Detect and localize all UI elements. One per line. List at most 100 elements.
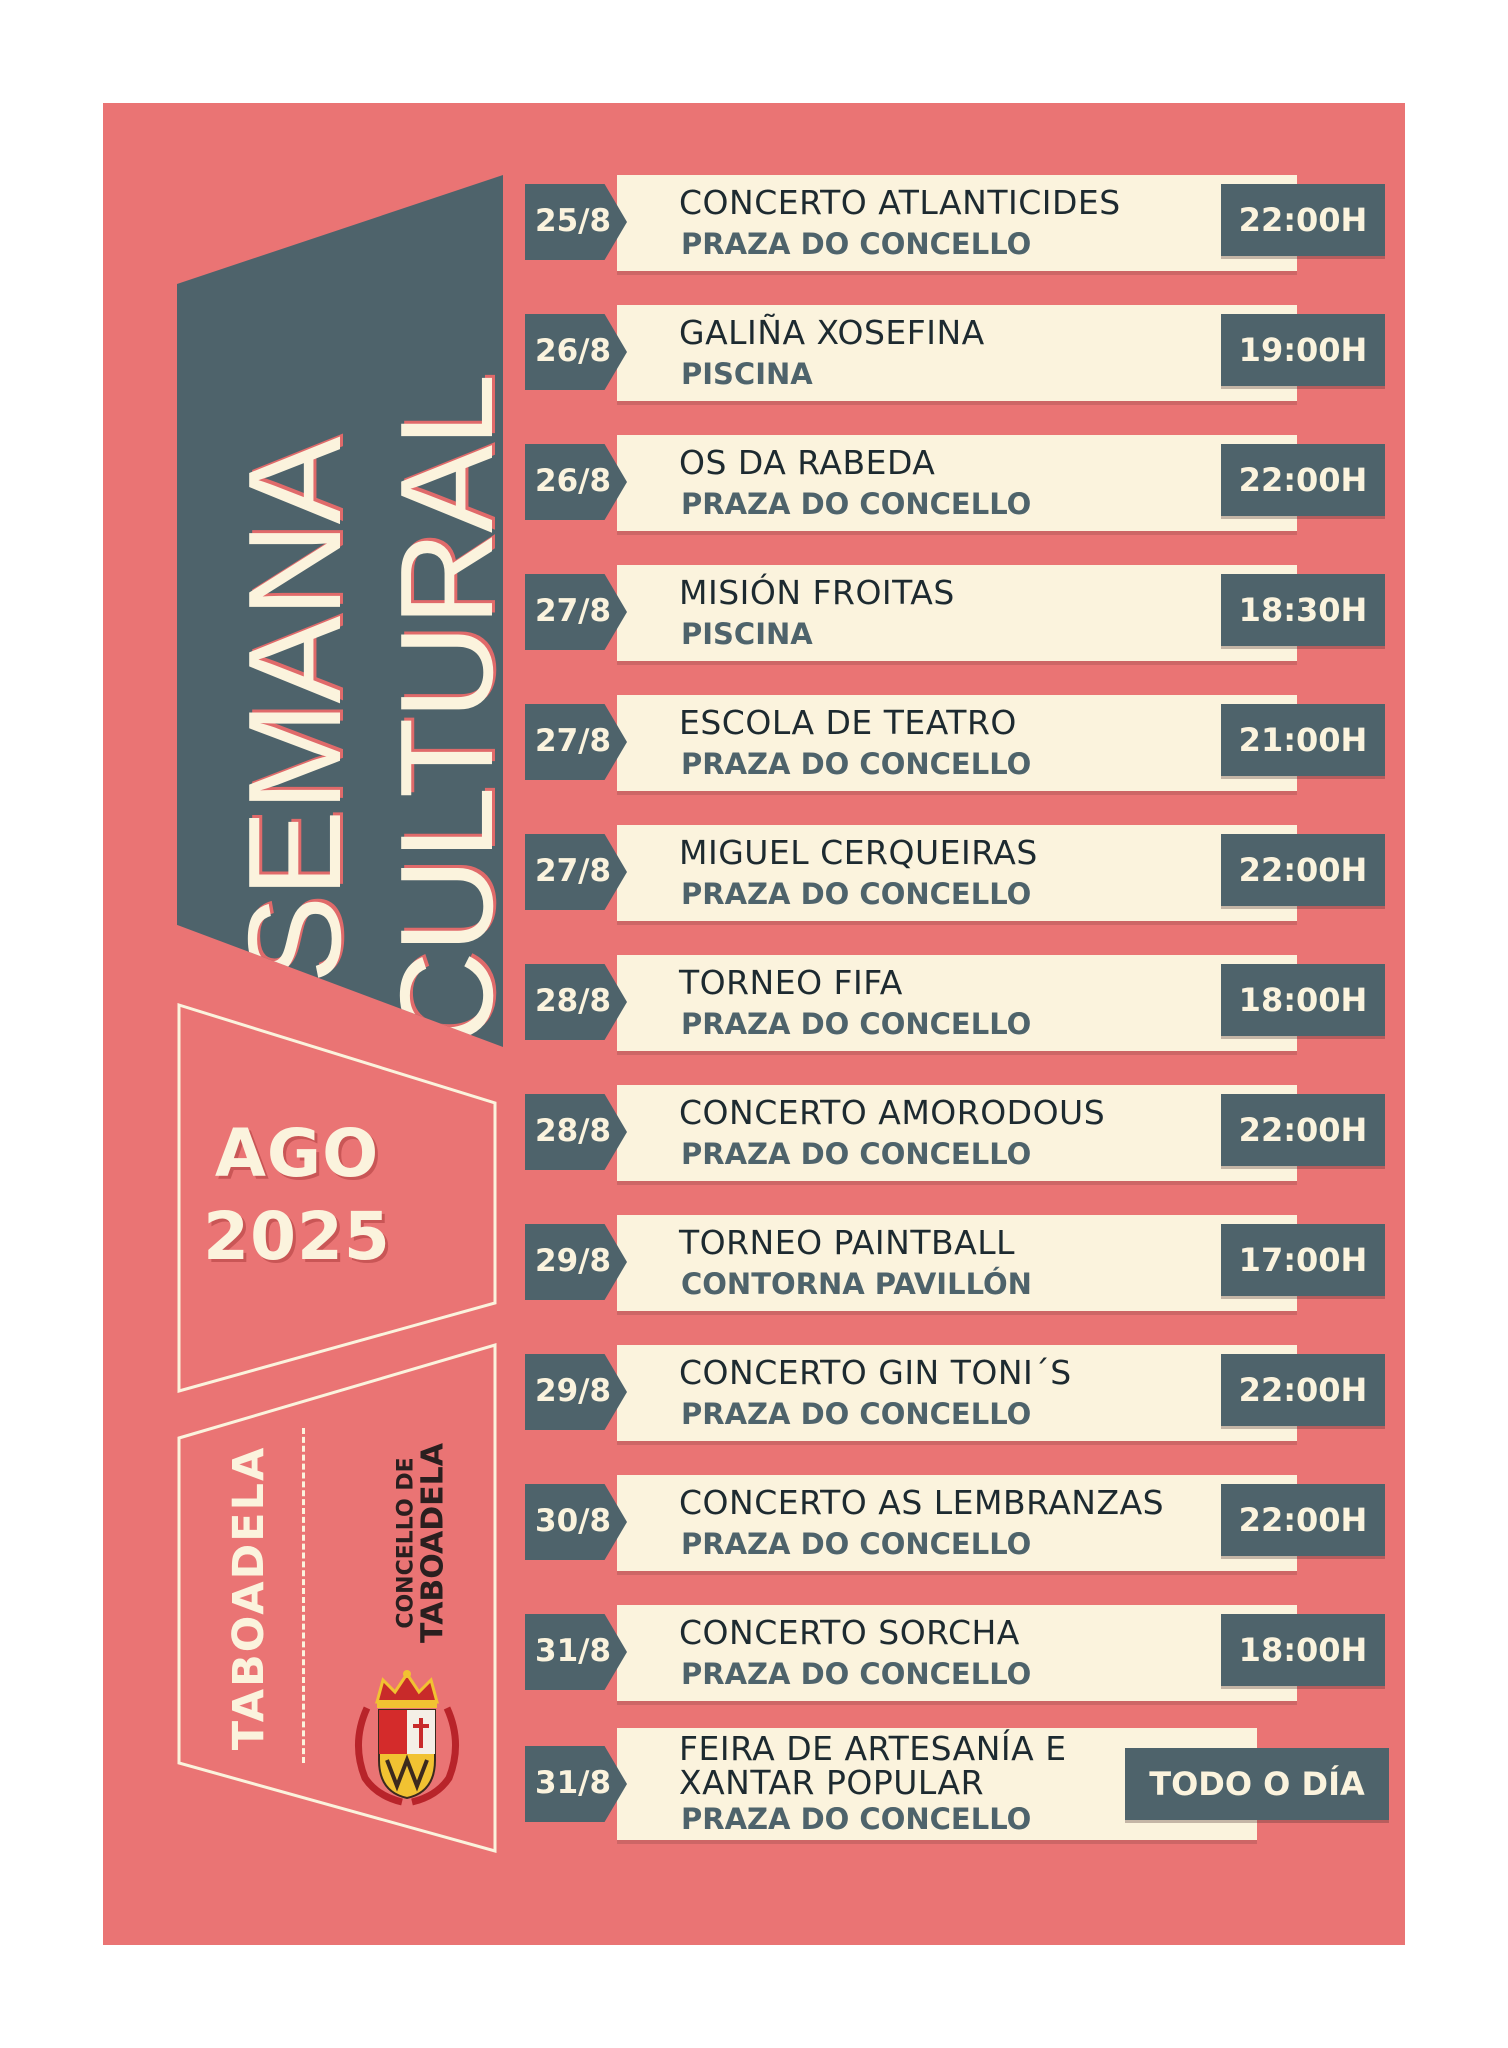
event-date: 27/8 xyxy=(535,853,612,889)
event-info-band xyxy=(617,695,1297,791)
event-row: 27/8 ESCOLA DE TEATRO PRAZA DO CONCELLO 21:… xyxy=(525,695,1385,791)
event-date-tag: 31/8 xyxy=(525,1746,627,1822)
event-venue: PRAZA DO CONCELLO xyxy=(681,1527,1032,1561)
event-row: 29/8 TORNEO PAINTBALL CONTORNA PAVILLÓN 17:… xyxy=(525,1215,1385,1311)
event-date-tag: 26/8 xyxy=(525,314,627,390)
coat-of-arms-icon xyxy=(354,1670,460,1806)
event-date-tag: 29/8 xyxy=(525,1224,627,1300)
event-info-band xyxy=(617,435,1297,531)
event-title: TORNEO PAINTBALL xyxy=(679,1223,1015,1262)
event-info-band xyxy=(617,1215,1297,1311)
event-date-tag: 27/8 xyxy=(525,834,627,910)
event-date-tag: 30/8 xyxy=(525,1484,627,1560)
event-time-tag: 18:30H xyxy=(1221,574,1385,646)
event-row: 27/8 MIGUEL CERQUEIRAS PRAZA DO CONCELLO 22… xyxy=(525,825,1385,921)
event-time-tag: 19:00H xyxy=(1221,314,1385,386)
event-time-tag: 22:00H xyxy=(1221,1094,1385,1166)
event-info-band xyxy=(617,1605,1297,1701)
event-time: 21:00H xyxy=(1238,721,1368,759)
title-panel: SEMANA CULTURAL xyxy=(177,175,503,1047)
event-time: 22:00H xyxy=(1238,201,1368,239)
event-date-tag: 26/8 xyxy=(525,444,627,520)
poster: SEMANA CULTURAL AGO 2025 TABOADELA CONCE… xyxy=(103,103,1405,1945)
event-row: 26/8 GALIÑA XOSEFINA PISCINA 19:00H xyxy=(525,305,1385,401)
event-date-tag: 27/8 xyxy=(525,574,627,650)
event-time: 22:00H xyxy=(1238,461,1368,499)
event-time-tag: 18:00H xyxy=(1221,1614,1385,1686)
event-date-tag: 28/8 xyxy=(525,964,627,1040)
event-title: TORNEO FIFA xyxy=(679,963,903,1002)
event-time: 18:00H xyxy=(1238,1631,1368,1669)
event-time-tag: 21:00H xyxy=(1221,704,1385,776)
event-title: CONCERTO AMORODOUS xyxy=(679,1093,1106,1132)
dashed-divider xyxy=(302,1428,305,1763)
council-label: CONCELLO DE TABOADELA xyxy=(394,1443,451,1643)
event-title: CONCERTO SORCHA xyxy=(679,1613,1020,1652)
event-title: CONCERTO ATLANTICIDES xyxy=(679,183,1121,222)
event-info-band xyxy=(617,305,1297,401)
event-date: 27/8 xyxy=(535,723,612,759)
event-time: 17:00H xyxy=(1238,1241,1368,1279)
event-title: CONCERTO AS LEMBRANZAS xyxy=(679,1483,1165,1522)
event-date: 30/8 xyxy=(535,1503,612,1539)
council-label-line2: TABOADELA xyxy=(415,1443,451,1643)
event-title: ESCOLA DE TEATRO xyxy=(679,703,1017,742)
event-info-band xyxy=(617,1475,1297,1571)
event-info-band xyxy=(617,1345,1297,1441)
event-time-tag: 22:00H xyxy=(1221,834,1385,906)
event-time: TODO O DÍA xyxy=(1149,1765,1365,1803)
event-venue: PRAZA DO CONCELLO xyxy=(681,1137,1032,1171)
event-time-tag: 22:00H xyxy=(1221,184,1385,256)
event-date: 31/8 xyxy=(535,1765,612,1801)
event-venue: PRAZA DO CONCELLO xyxy=(681,1802,1032,1836)
event-venue: PRAZA DO CONCELLO xyxy=(681,877,1032,911)
event-venue: PRAZA DO CONCELLO xyxy=(681,1007,1032,1041)
town-panel-outline xyxy=(177,1343,497,1853)
event-row: 25/8 CONCERTO ATLANTICIDES PRAZA DO CONCEL… xyxy=(525,175,1385,271)
event-time-tag: 18:00H xyxy=(1221,964,1385,1036)
event-date: 25/8 xyxy=(535,203,612,239)
event-date: 27/8 xyxy=(535,593,612,629)
event-info-band xyxy=(617,1085,1297,1181)
event-row: 29/8 CONCERTO GIN TONI´S PRAZA DO CONCELLO… xyxy=(525,1345,1385,1441)
event-row: 31/8 FEIRA DE ARTESANÍA E XANTAR POPULAR P… xyxy=(525,1728,1389,1840)
event-date: 29/8 xyxy=(535,1243,612,1279)
event-time: 22:00H xyxy=(1238,851,1368,889)
event-row: 31/8 CONCERTO SORCHA PRAZA DO CONCELLO 18:0… xyxy=(525,1605,1385,1701)
event-time-tag: TODO O DÍA xyxy=(1125,1748,1389,1820)
event-title: GALIÑA XOSEFINA xyxy=(679,313,985,352)
event-row: 26/8 OS DA RABEDA PRAZA DO CONCELLO 22:00H xyxy=(525,435,1385,531)
event-date: 28/8 xyxy=(535,1113,612,1149)
event-time: 18:00H xyxy=(1238,981,1368,1019)
event-time: 22:00H xyxy=(1238,1371,1368,1409)
event-title: OS DA RABEDA xyxy=(679,443,936,482)
event-date-tag: 28/8 xyxy=(525,1094,627,1170)
date-month: AGO xyxy=(214,1115,380,1192)
event-date-tag: 27/8 xyxy=(525,704,627,780)
event-info-band xyxy=(617,955,1297,1051)
town-name: TABOADELA xyxy=(224,1445,274,1751)
title-line-cultural: CULTURAL xyxy=(373,375,520,1047)
event-title: MISIÓN FROITAS xyxy=(679,573,955,612)
event-date: 26/8 xyxy=(535,463,612,499)
event-venue: PISCINA xyxy=(681,357,813,391)
event-venue: PRAZA DO CONCELLO xyxy=(681,747,1032,781)
event-info-band xyxy=(617,825,1297,921)
event-row: 30/8 CONCERTO AS LEMBRANZAS PRAZA DO CONCE… xyxy=(525,1475,1385,1571)
event-date: 28/8 xyxy=(535,983,612,1019)
event-title: FEIRA DE ARTESANÍA E XANTAR POPULAR xyxy=(679,1729,1067,1802)
date-year: 2025 xyxy=(203,1198,391,1275)
event-time-tag: 22:00H xyxy=(1221,1484,1385,1556)
event-venue: PISCINA xyxy=(681,617,813,651)
event-time: 22:00H xyxy=(1238,1111,1368,1149)
event-time-tag: 22:00H xyxy=(1221,444,1385,516)
event-venue: CONTORNA PAVILLÓN xyxy=(681,1267,1032,1301)
event-time: 22:00H xyxy=(1238,1501,1368,1539)
event-date-tag: 25/8 xyxy=(525,184,627,260)
event-row: 28/8 CONCERTO AMORODOUS PRAZA DO CONCELLO 2… xyxy=(525,1085,1385,1181)
event-venue: PRAZA DO CONCELLO xyxy=(681,1397,1032,1431)
date-panel: AGO 2025 xyxy=(177,1003,503,1393)
event-time: 18:30H xyxy=(1238,591,1368,629)
title-line-semana: SEMANA xyxy=(221,438,368,984)
event-date-tag: 29/8 xyxy=(525,1354,627,1430)
